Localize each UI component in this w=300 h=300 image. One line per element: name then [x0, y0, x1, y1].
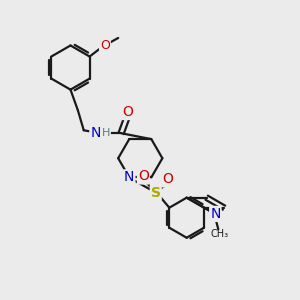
- Text: O: O: [163, 172, 173, 186]
- Text: O: O: [100, 39, 110, 52]
- Text: N: N: [124, 170, 134, 184]
- Text: S: S: [151, 186, 161, 200]
- Text: O: O: [122, 105, 133, 119]
- Text: CH₃: CH₃: [211, 230, 229, 239]
- Text: N: N: [90, 126, 101, 140]
- Text: N: N: [210, 207, 220, 221]
- Text: O: O: [138, 169, 149, 184]
- Text: H: H: [102, 128, 110, 138]
